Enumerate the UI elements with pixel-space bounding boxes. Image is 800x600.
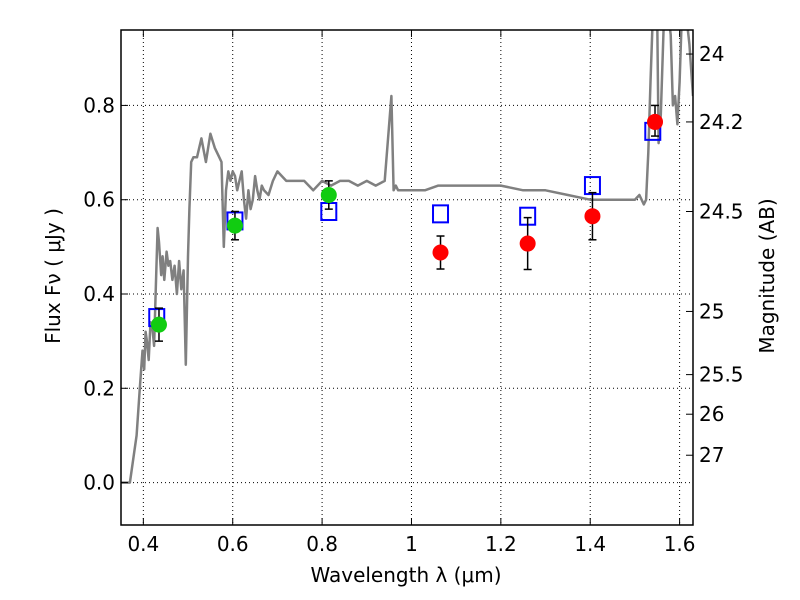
y-tick-label: 0.0: [83, 471, 115, 495]
magnitude-tick-label: 25: [699, 299, 724, 323]
magnitude-tick-label: 24.5: [699, 200, 744, 224]
x-tick-label: 1.4: [574, 532, 606, 556]
model-square: [583, 176, 601, 196]
y-tick-label: 0.6: [83, 188, 115, 212]
data-point: [432, 244, 449, 261]
data-point: [584, 208, 601, 225]
grid: [121, 30, 693, 525]
magnitude-tick-label: 25.5: [699, 363, 744, 387]
axes: 0.4 0.6 0.8 1 1.2 1.4 1.6 0.0 0.2 0.4 0.6 0.8 24 24.2…: [83, 29, 744, 556]
y2-axis-label: Magnitude (AB): [755, 198, 779, 353]
spectrum-layer: [121, 30, 693, 484]
magnitude-tick-label: 24.2: [699, 110, 744, 134]
data-point: [150, 316, 167, 333]
y-tick-label: 0.2: [83, 376, 115, 400]
data-point: [647, 113, 664, 130]
spectrum-line: [121, 30, 693, 484]
magnitude-tick-label: 26: [699, 402, 724, 426]
x-tick-label: 0.4: [127, 532, 159, 556]
x-axis-label: Wavelength λ (μm): [310, 563, 501, 587]
x-tick-label: 0.8: [306, 532, 338, 556]
x-tick-label: 1.6: [664, 532, 696, 556]
x-tick-label: 1.2: [485, 532, 517, 556]
magnitude-tick-label: 27: [699, 443, 724, 467]
y-axis-label: Flux Fν ( μJy ): [41, 208, 65, 344]
y-tick-label: 0.8: [83, 93, 115, 117]
data-point: [320, 187, 337, 203]
plot-frame: [120, 29, 694, 526]
data-point: [519, 235, 536, 252]
y-tick-label: 0.4: [83, 282, 115, 306]
marker-layer: [148, 104, 664, 342]
model-square: [432, 204, 450, 224]
labels: Wavelength λ (μm) Flux Fν ( μJy ) Magnit…: [41, 198, 779, 587]
x-tick-label: 0.6: [217, 532, 249, 556]
magnitude-tick-label: 24: [699, 42, 724, 66]
x-tick-label: 1: [405, 532, 418, 556]
data-point: [226, 217, 243, 234]
